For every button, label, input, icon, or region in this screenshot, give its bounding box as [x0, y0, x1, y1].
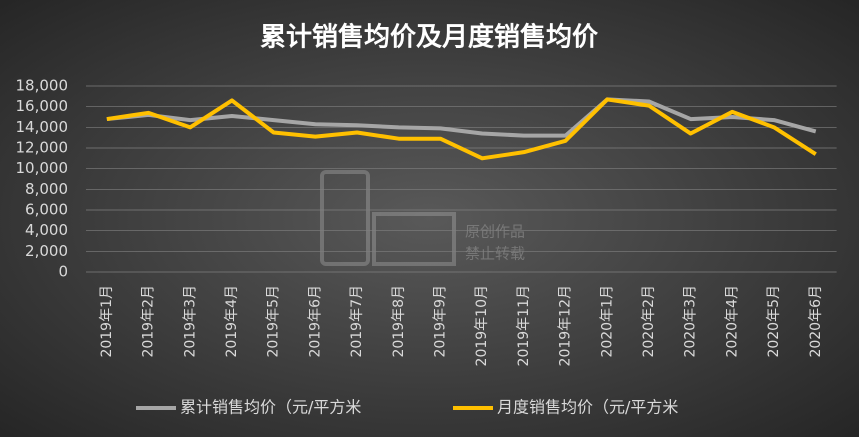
y-tick-label: 14,000 — [16, 118, 69, 136]
x-tick-label: 2019年3月 — [182, 285, 198, 358]
x-tick-label: 2019年5月 — [266, 285, 282, 358]
x-tick-label: 2019年4月 — [224, 285, 240, 358]
y-tick-label: 6,000 — [25, 201, 68, 219]
y-tick-label: 18,000 — [16, 77, 69, 95]
x-tick-label: 2020年3月 — [683, 285, 699, 358]
x-tick-label: 2019年1月 — [99, 285, 115, 358]
x-tick-label: 2020年1月 — [599, 285, 615, 358]
x-tick-label: 2019年11月 — [516, 285, 532, 366]
y-tick-label: 10,000 — [16, 159, 69, 177]
x-tick-label: 2019年6月 — [307, 285, 323, 358]
legend-label: 月度销售均价（元/平方米 — [497, 398, 678, 417]
legend-label: 累计销售均价（元/平方米 — [180, 398, 361, 417]
y-tick-label: 12,000 — [16, 139, 69, 157]
x-tick-label: 2019年9月 — [432, 285, 448, 358]
watermark-text: 禁止转载 — [465, 245, 525, 263]
y-tick-label: 4,000 — [25, 221, 68, 239]
x-tick-label: 2019年8月 — [391, 285, 407, 358]
x-tick-label: 2020年6月 — [808, 285, 824, 358]
x-tick-label: 2019年10月 — [474, 285, 490, 366]
watermark-logo — [320, 170, 456, 266]
chart-title: 累计销售均价及月度销售均价 — [260, 22, 599, 53]
x-tick-label: 2020年5月 — [766, 285, 782, 358]
y-tick-label: 0 — [58, 263, 68, 281]
x-tick-label: 2019年12月 — [558, 285, 574, 366]
line-series — [106, 97, 817, 138]
y-tick-label: 2,000 — [25, 242, 68, 260]
x-tick-label: 2020年4月 — [724, 285, 740, 358]
y-tick-label: 16,000 — [16, 97, 69, 115]
y-tick-label: 8,000 — [25, 180, 68, 198]
line-series — [106, 97, 817, 161]
x-tick-label: 2020年2月 — [641, 285, 657, 358]
watermark-text: 原创作品 — [465, 223, 525, 241]
x-tick-label: 2019年7月 — [349, 285, 365, 358]
x-tick-label: 2019年2月 — [141, 285, 157, 358]
